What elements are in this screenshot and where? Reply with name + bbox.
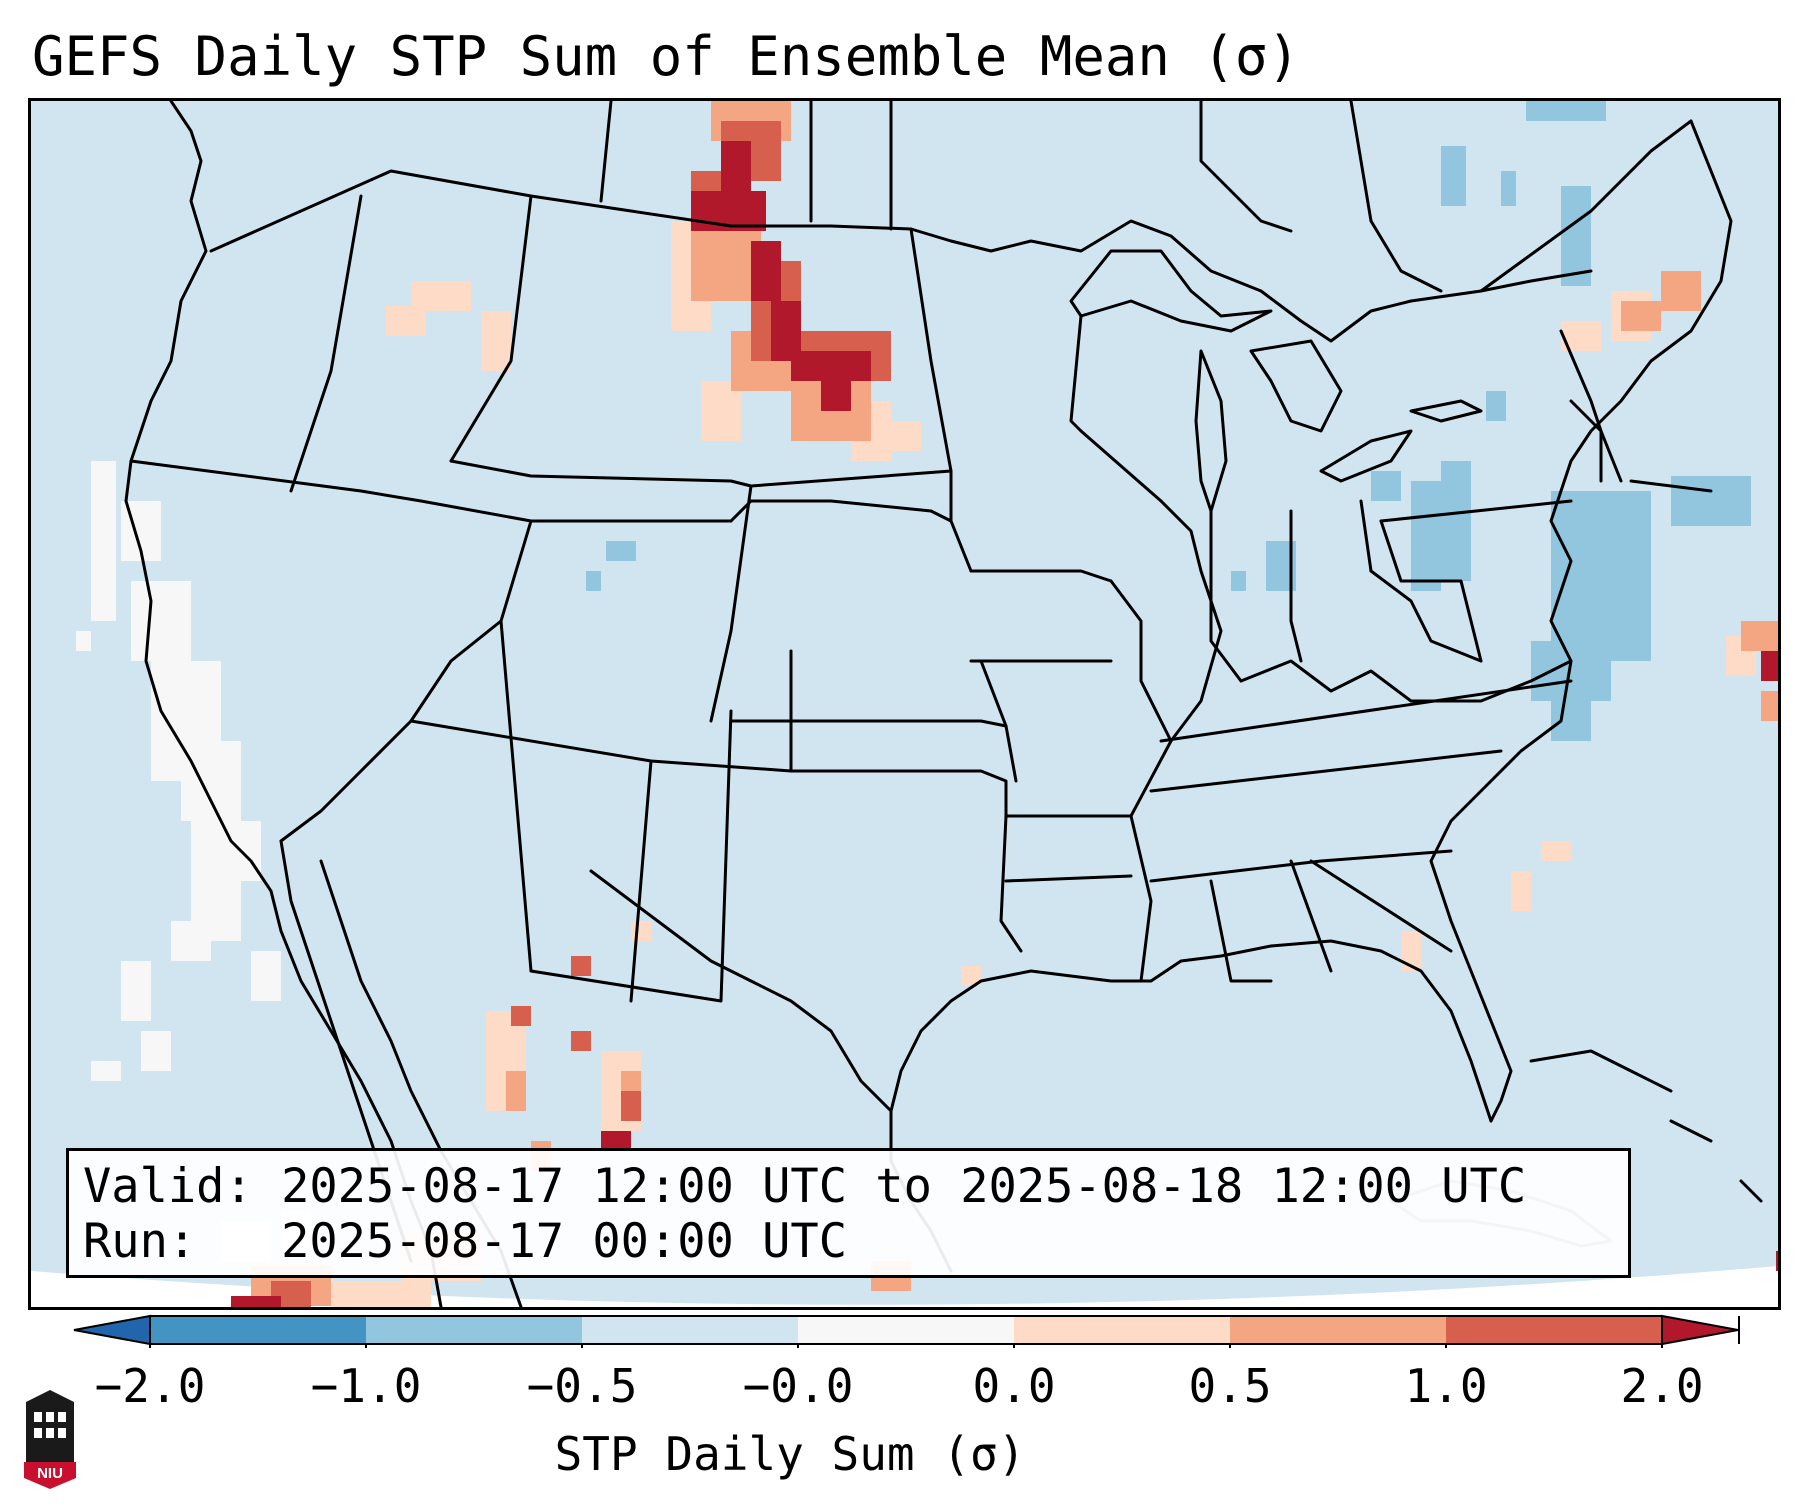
- map-title: GEFS Daily STP Sum of Ensemble Mean (σ): [32, 25, 1300, 88]
- colorbar-tick-label: 2.0: [1620, 1359, 1704, 1413]
- lake-huron: [1249, 339, 1343, 433]
- positive-patches-strong: [271, 121, 891, 1307]
- colorbar-bin: [1014, 1316, 1231, 1344]
- colorbar-bin: [366, 1316, 583, 1344]
- valid-time-text: Valid: 2025-08-17 12:00 UTC to 2025-08-1…: [83, 1159, 1527, 1214]
- colorbar-outline: [149, 1315, 1663, 1345]
- colorbar-tick-label: −0.0: [742, 1359, 854, 1413]
- colorbar-bin: [150, 1316, 367, 1344]
- boundaries: [124, 101, 1763, 1307]
- colorbar-tick-label: 0.0: [972, 1359, 1056, 1413]
- colorbar-tick-label: −0.5: [526, 1359, 638, 1413]
- map-svg: [31, 101, 1778, 1307]
- colorbar-tick-label: 0.5: [1188, 1359, 1272, 1413]
- colorbar-tick-label: −1.0: [310, 1359, 422, 1413]
- colorbar-bin: [582, 1316, 799, 1344]
- canada-us-border: [209, 169, 1593, 343]
- colorbar-extend-high-tri: [1661, 1314, 1739, 1346]
- colorbar-bin: [1230, 1316, 1447, 1344]
- gulf-coastline: [889, 939, 1493, 1273]
- positive-patches-mid: [251, 101, 1778, 1306]
- run-time-text: Run: 2025-08-17 00:00 UTC: [83, 1214, 848, 1269]
- west-coastline: [124, 101, 443, 1307]
- run-info-box: Valid: 2025-08-17 12:00 UTC to 2025-08-1…: [66, 1148, 1631, 1278]
- colorbar-label: STP Daily Sum (σ): [554, 1427, 1026, 1481]
- niu-logo: NIU: [24, 1390, 76, 1489]
- lake-superior: [1069, 249, 1273, 333]
- colorbar-tick-label: 1.0: [1404, 1359, 1488, 1413]
- offmap-region: [31, 1266, 1778, 1307]
- map-panel: [28, 98, 1781, 1310]
- neutral-patches: [76, 461, 311, 1261]
- colorbar-bin: [798, 1316, 1015, 1344]
- colorbar-extend-high: [1738, 1316, 1740, 1344]
- lake-erie: [1319, 429, 1413, 483]
- colorbar-extend-low: [73, 1314, 151, 1346]
- colorbar-bin: [1446, 1316, 1663, 1344]
- colorbar-tick-label: −2.0: [94, 1359, 206, 1413]
- lake-ontario: [1409, 399, 1483, 423]
- lake-michigan: [1194, 349, 1228, 513]
- niu-logo-text: NIU: [37, 1465, 63, 1482]
- colorbar: [73, 1314, 1740, 1348]
- positive-patches-extreme: [231, 141, 1778, 1307]
